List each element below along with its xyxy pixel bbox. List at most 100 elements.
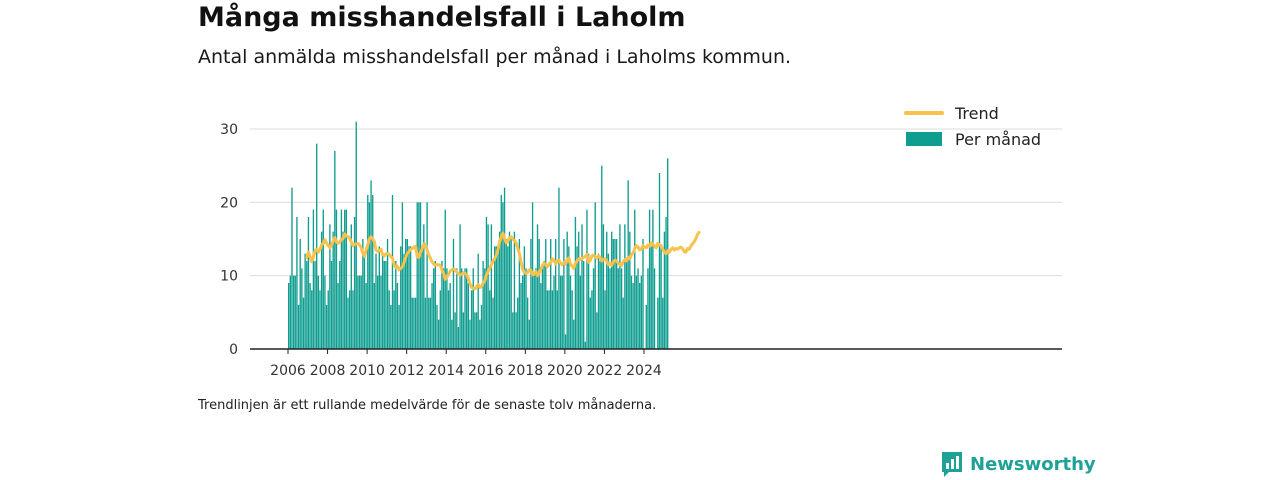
bar [467, 283, 469, 349]
bar-series [288, 121, 669, 350]
bar [662, 297, 664, 349]
bar [480, 305, 483, 349]
bar [433, 268, 435, 349]
bar [317, 275, 320, 349]
bar [479, 319, 481, 349]
chart-subtitle: Antal anmälda misshandelsfall per månad … [198, 46, 792, 68]
footnote: Trendlinjen är ett rullande medelvärde f… [198, 398, 657, 413]
bar [429, 297, 432, 349]
bar [538, 239, 540, 349]
bar [340, 209, 343, 349]
chart-title: Många misshandelsfall i Laholm [198, 2, 686, 33]
x-tick-label: 2020 [547, 363, 583, 379]
bar [301, 268, 303, 349]
bar [543, 261, 545, 349]
bar [344, 209, 346, 349]
bar [314, 261, 316, 349]
bar [446, 268, 448, 349]
bar [545, 239, 547, 349]
bar [554, 239, 557, 349]
bar [472, 268, 474, 349]
bar [441, 261, 443, 349]
bar [372, 195, 374, 349]
trend-line [305, 230, 701, 291]
bar [660, 246, 662, 349]
bar [447, 290, 450, 349]
bar [325, 305, 328, 349]
bar [431, 283, 433, 349]
bar [510, 239, 512, 349]
bar [418, 202, 420, 349]
x-tick-label: 2008 [310, 363, 346, 379]
bar [306, 261, 308, 349]
bar [424, 297, 427, 349]
bar [395, 261, 397, 349]
bar [304, 253, 306, 349]
bar [464, 268, 466, 349]
bar [582, 261, 585, 349]
newsworthy-logo-icon [942, 452, 962, 477]
bar [591, 290, 593, 349]
bar [358, 275, 361, 349]
bar [602, 224, 605, 349]
bar [462, 312, 465, 349]
bar [375, 253, 377, 349]
bar [380, 275, 382, 349]
bar [302, 297, 305, 349]
bar [299, 239, 301, 349]
bar [528, 319, 530, 349]
bar [625, 261, 628, 349]
bar [597, 253, 600, 349]
bar [363, 253, 366, 349]
grid-lines [250, 128, 1062, 277]
bar [632, 283, 634, 349]
bar [642, 239, 644, 349]
bar [536, 224, 539, 349]
bar [348, 290, 351, 349]
bar [459, 224, 461, 349]
bar [665, 217, 667, 349]
bar [312, 209, 315, 349]
bar [526, 297, 529, 349]
bar [548, 290, 550, 349]
bar [523, 246, 526, 349]
bar [316, 143, 318, 349]
bar [421, 246, 423, 349]
bar [324, 275, 326, 349]
legend: Trend Per månad [904, 104, 1041, 149]
bar [648, 209, 651, 349]
bar [320, 231, 323, 349]
bar [630, 275, 633, 349]
bar [564, 334, 567, 349]
x-tick-label: 2012 [389, 363, 425, 379]
bar [530, 239, 532, 349]
bar [428, 297, 430, 349]
bar [517, 297, 519, 349]
bar [405, 239, 407, 349]
bar [452, 239, 455, 349]
bar [500, 195, 502, 349]
bar [368, 202, 371, 349]
bar [586, 209, 588, 349]
bar [347, 297, 349, 349]
x-tick-label: 2024 [626, 363, 662, 379]
bar [451, 319, 453, 349]
bar [419, 202, 422, 349]
bar [635, 275, 638, 349]
bar [288, 283, 290, 349]
bar [604, 290, 606, 349]
bar [353, 217, 356, 349]
bar [561, 275, 563, 349]
y-tick-label: 20 [220, 195, 238, 211]
bar [360, 275, 362, 349]
bar [385, 261, 387, 349]
y-tick-label: 0 [229, 342, 238, 358]
bar [409, 246, 412, 349]
bar [601, 165, 603, 349]
bar [640, 275, 643, 349]
bar [365, 283, 367, 349]
bar [620, 268, 623, 349]
bar [663, 231, 666, 349]
bar [442, 268, 445, 349]
bar [337, 283, 339, 349]
